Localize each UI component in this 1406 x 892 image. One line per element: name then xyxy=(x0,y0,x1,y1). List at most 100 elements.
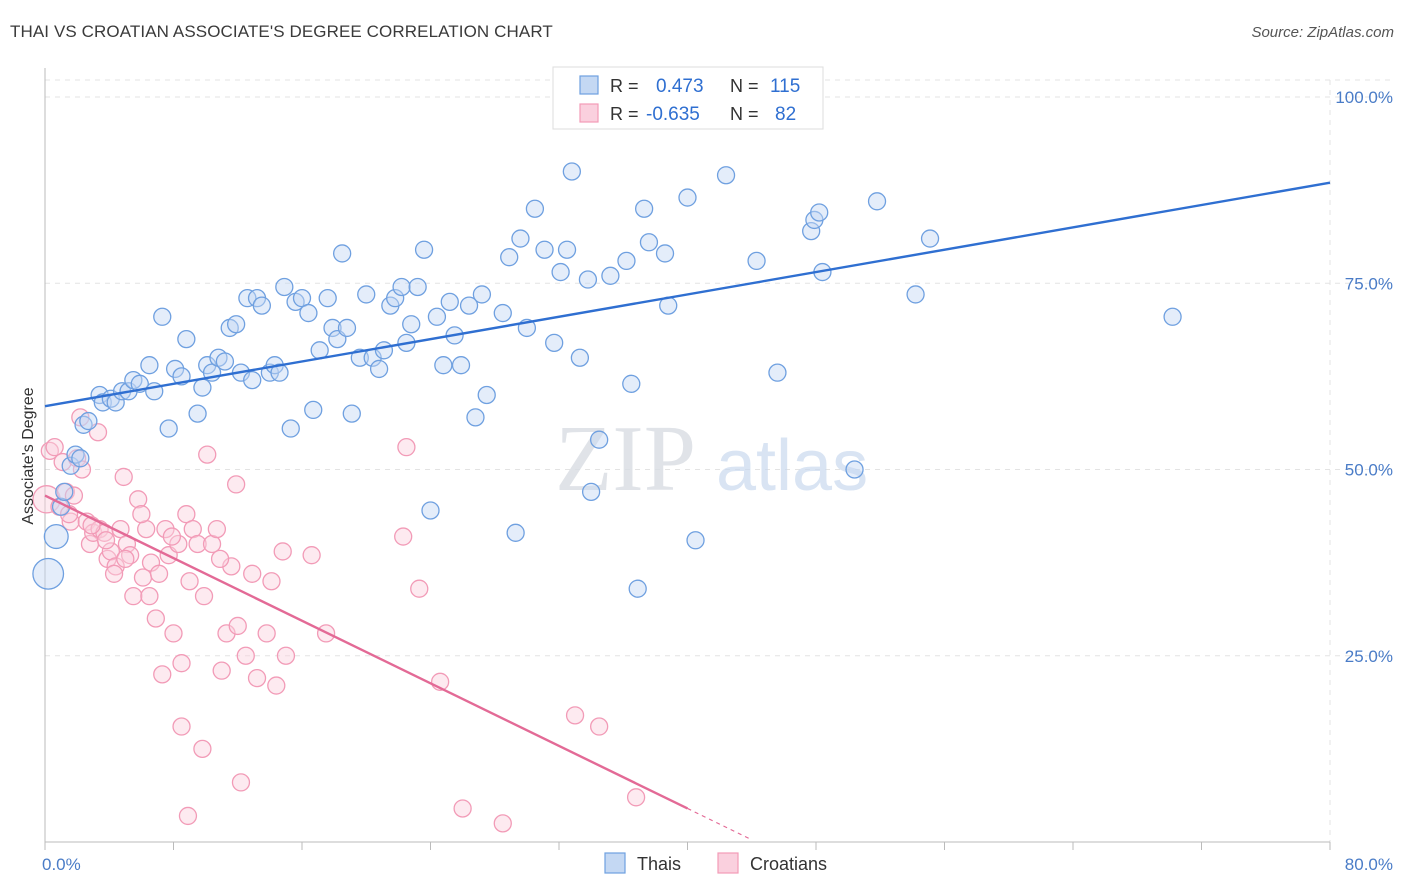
thai-point xyxy=(226,315,246,334)
croatian-point xyxy=(212,661,231,680)
croatian-point xyxy=(247,668,267,688)
thais-legend-swatch xyxy=(604,852,626,874)
thai-point xyxy=(867,192,887,211)
croatian-point xyxy=(453,799,472,818)
thai-n-value: 115 xyxy=(770,76,800,97)
thai-point xyxy=(434,356,453,375)
thai-r-label: R = xyxy=(610,76,639,96)
croatian-point xyxy=(140,587,159,606)
croatian-point xyxy=(194,587,214,606)
thai-point xyxy=(337,318,357,338)
thai-point xyxy=(920,229,940,248)
thai-point xyxy=(506,523,525,542)
croatian-point xyxy=(262,572,281,591)
thai-point xyxy=(768,363,787,382)
thai-point xyxy=(500,248,519,267)
correlation-legend: R = 0.473 N = 115 R = -0.635 N = 82 xyxy=(552,66,824,130)
thai-point xyxy=(639,233,659,252)
chart-title: THAI VS CROATIAN ASSOCIATE'S DEGREE CORR… xyxy=(10,22,553,41)
croatian-point xyxy=(149,564,169,583)
croatian-n-value: 82 xyxy=(775,104,796,125)
watermark-zip: ZIP xyxy=(555,407,696,511)
thai-point xyxy=(188,404,207,423)
thai-point xyxy=(299,303,318,323)
thai-point xyxy=(275,277,294,297)
croatian-point xyxy=(180,572,199,591)
croatian-point xyxy=(45,437,64,457)
croatian-point xyxy=(106,557,125,576)
thai-point xyxy=(525,199,545,218)
croatian-point xyxy=(172,654,191,673)
croatian-point xyxy=(193,739,212,759)
x-tick-label: 0.0% xyxy=(42,855,81,874)
croatian-point xyxy=(96,531,116,550)
thai-point xyxy=(357,285,376,304)
thai-point xyxy=(655,244,675,263)
thai-point xyxy=(177,329,196,349)
croatian-point xyxy=(210,549,230,569)
thais-legend-label: Thais xyxy=(637,854,681,874)
y-tick-labels: 25.0% 50.0% 75.0% 100.0% xyxy=(1335,88,1393,666)
watermark-atlas: atlas xyxy=(716,426,868,506)
thai-point xyxy=(557,240,577,259)
croatians-legend-swatch xyxy=(717,852,739,874)
thai-point xyxy=(451,356,471,375)
thai-point xyxy=(617,251,636,271)
croatian-point xyxy=(114,467,133,487)
x-tick-labels: 0.0% 80.0% xyxy=(42,855,1393,874)
thai-point xyxy=(304,400,323,420)
thai-point xyxy=(323,318,342,338)
thai-point xyxy=(581,482,601,502)
y-tick-label: 25.0% xyxy=(1345,647,1393,666)
thai-point xyxy=(270,363,289,382)
croatian-point xyxy=(104,564,124,583)
croatian-point xyxy=(124,587,143,606)
thai-point xyxy=(545,333,564,353)
thai-point xyxy=(628,579,647,598)
thai-point xyxy=(281,419,300,438)
croatian-point xyxy=(410,579,429,598)
series-legend: Thais Croatians xyxy=(604,852,827,874)
croatian-n-label: N = xyxy=(730,104,759,124)
thai-point xyxy=(215,352,235,371)
thai-points xyxy=(32,162,1182,598)
croatian-point xyxy=(198,445,217,464)
thai-point xyxy=(477,385,496,405)
croatian-point xyxy=(267,676,286,695)
thai-point xyxy=(622,374,641,393)
thai-point xyxy=(193,378,212,397)
croatian-trend-extension xyxy=(687,807,753,841)
thai-swatch xyxy=(579,75,599,95)
y-tick-label: 50.0% xyxy=(1345,461,1393,480)
thai-point xyxy=(350,348,369,367)
thai-point xyxy=(421,501,440,520)
croatian-trend-line xyxy=(44,494,689,810)
thai-point xyxy=(440,292,459,312)
croatian-r-label: R = xyxy=(610,104,639,124)
croatian-point xyxy=(243,564,262,583)
thai-point xyxy=(165,359,185,379)
croatian-point xyxy=(228,616,247,636)
thai-trend-line xyxy=(44,181,1331,408)
thai-point xyxy=(333,244,352,263)
thai-point xyxy=(32,557,65,590)
croatian-r-value: -0.635 xyxy=(646,104,700,125)
croatian-point xyxy=(626,788,646,807)
croatian-point xyxy=(129,490,148,509)
croatian-point xyxy=(188,534,207,554)
source-label: Source: ZipAtlas.com xyxy=(1251,24,1394,41)
croatian-points xyxy=(32,408,646,833)
thai-point xyxy=(634,199,654,218)
croatian-point xyxy=(133,568,153,587)
thai-point xyxy=(55,482,74,502)
croatian-point xyxy=(397,437,416,457)
croatian-point xyxy=(231,773,251,792)
thai-point xyxy=(459,296,479,315)
thai-point xyxy=(472,285,492,304)
croatian-point xyxy=(273,542,292,561)
thai-point xyxy=(601,266,620,285)
croatian-point xyxy=(276,646,296,665)
thai-point xyxy=(252,296,271,315)
x-tick-label: 80.0% xyxy=(1345,855,1393,874)
